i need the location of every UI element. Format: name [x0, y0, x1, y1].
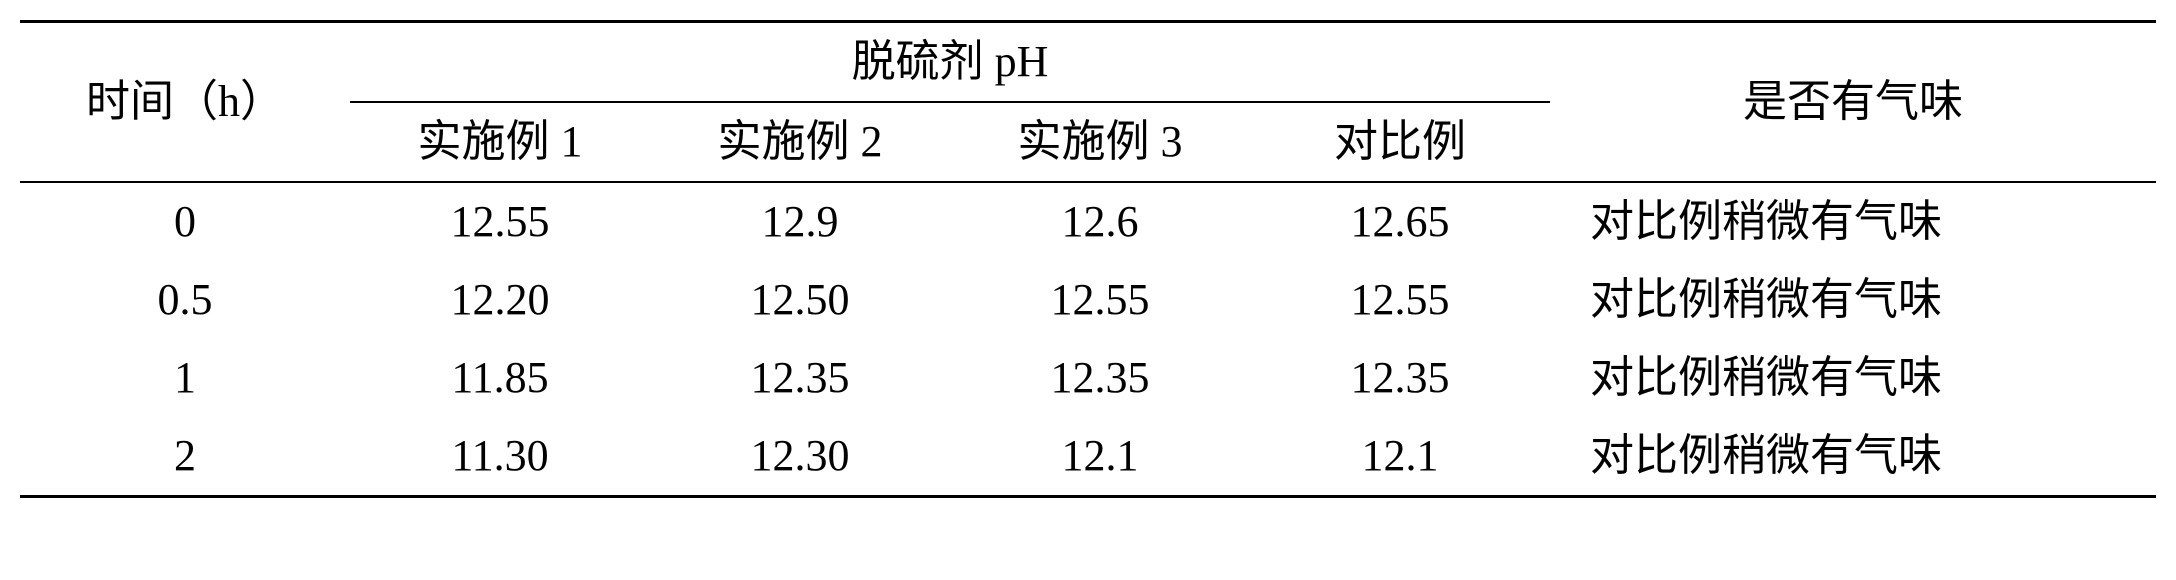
header-row-1: 时间（h） 脱硫剂 pH 是否有气味: [20, 22, 2156, 103]
cell-comp: 12.35: [1250, 339, 1550, 417]
cell-comp: 12.1: [1250, 417, 1550, 497]
col-header-ex1: 实施例 1: [350, 102, 650, 182]
cell-odor: 对比例稍微有气味: [1550, 182, 2156, 261]
cell-odor: 对比例稍微有气味: [1550, 417, 2156, 497]
cell-time: 0: [20, 182, 350, 261]
table-row: 2 11.30 12.30 12.1 12.1 对比例稍微有气味: [20, 417, 2156, 497]
ph-table-container: 时间（h） 脱硫剂 pH 是否有气味 实施例 1 实施例 2 实施例 3 对比例…: [20, 20, 2156, 498]
cell-comp: 12.65: [1250, 182, 1550, 261]
table-body: 0 12.55 12.9 12.6 12.65 对比例稍微有气味 0.5 12.…: [20, 182, 2156, 497]
cell-ex2: 12.30: [650, 417, 950, 497]
table-row: 0.5 12.20 12.50 12.55 12.55 对比例稍微有气味: [20, 261, 2156, 339]
col-header-odor: 是否有气味: [1550, 22, 2156, 183]
col-header-comp: 对比例: [1250, 102, 1550, 182]
cell-odor: 对比例稍微有气味: [1550, 339, 2156, 417]
cell-ex2: 12.9: [650, 182, 950, 261]
table-row: 0 12.55 12.9 12.6 12.65 对比例稍微有气味: [20, 182, 2156, 261]
table-row: 1 11.85 12.35 12.35 12.35 对比例稍微有气味: [20, 339, 2156, 417]
cell-ex3: 12.35: [950, 339, 1250, 417]
cell-ex2: 12.50: [650, 261, 950, 339]
col-header-time: 时间（h）: [20, 22, 350, 183]
cell-ex3: 12.1: [950, 417, 1250, 497]
cell-ex1: 12.20: [350, 261, 650, 339]
cell-time: 1: [20, 339, 350, 417]
col-header-ph-group: 脱硫剂 pH: [350, 22, 1550, 103]
col-header-ex3: 实施例 3: [950, 102, 1250, 182]
cell-ex1: 11.30: [350, 417, 650, 497]
cell-ex3: 12.6: [950, 182, 1250, 261]
cell-time: 0.5: [20, 261, 350, 339]
cell-ex1: 12.55: [350, 182, 650, 261]
table-header: 时间（h） 脱硫剂 pH 是否有气味 实施例 1 实施例 2 实施例 3 对比例: [20, 22, 2156, 183]
cell-ex1: 11.85: [350, 339, 650, 417]
cell-odor: 对比例稍微有气味: [1550, 261, 2156, 339]
cell-comp: 12.55: [1250, 261, 1550, 339]
cell-ex3: 12.55: [950, 261, 1250, 339]
ph-table: 时间（h） 脱硫剂 pH 是否有气味 实施例 1 实施例 2 实施例 3 对比例…: [20, 20, 2156, 498]
col-header-ex2: 实施例 2: [650, 102, 950, 182]
cell-time: 2: [20, 417, 350, 497]
cell-ex2: 12.35: [650, 339, 950, 417]
